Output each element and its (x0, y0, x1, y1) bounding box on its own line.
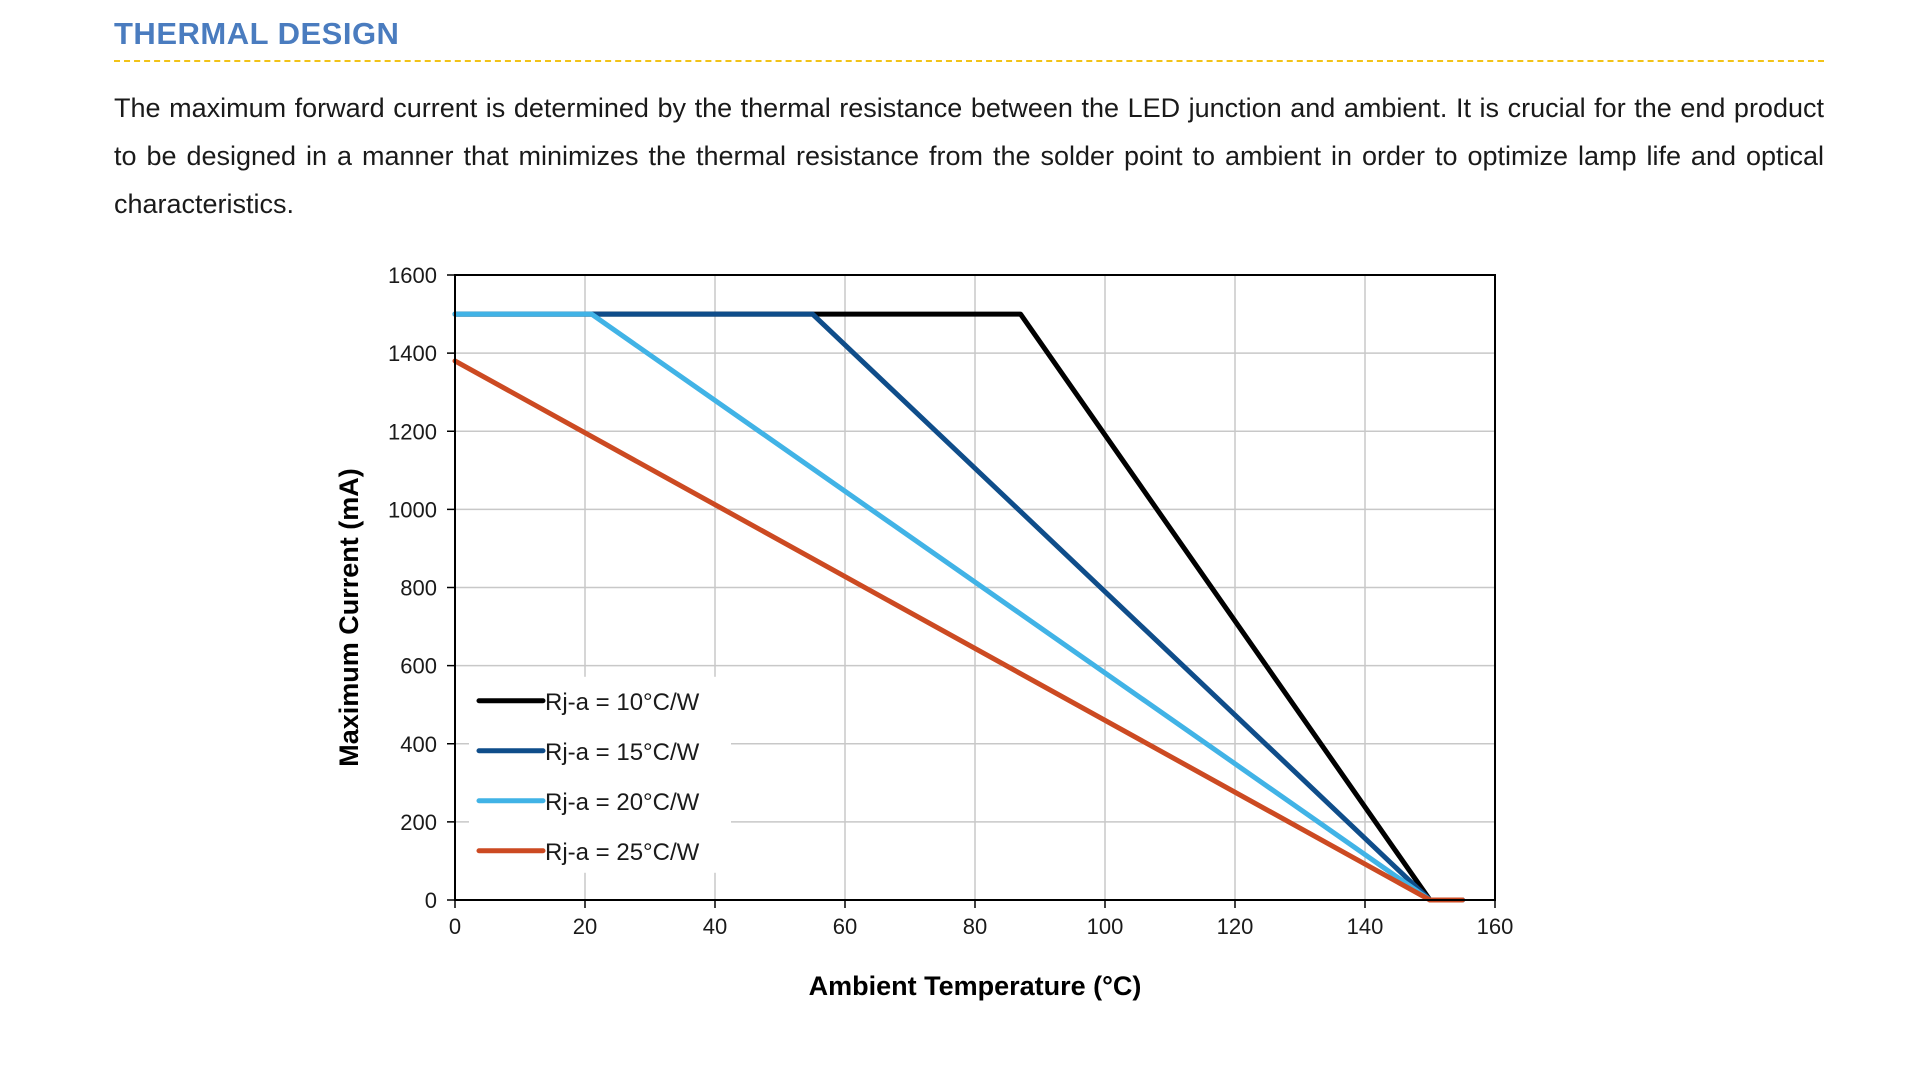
chart-background (300, 250, 1560, 1020)
y-tick-label: 400 (400, 732, 437, 757)
x-tick-label: 80 (963, 914, 987, 939)
x-tick-label: 140 (1347, 914, 1384, 939)
x-tick-label: 100 (1087, 914, 1124, 939)
y-tick-label: 200 (400, 810, 437, 835)
x-tick-label: 20 (573, 914, 597, 939)
y-tick-label: 0 (425, 888, 437, 913)
legend-box (469, 676, 731, 873)
x-tick-label: 60 (833, 914, 857, 939)
legend-label-3: Rj-a = 20°C/W (545, 789, 700, 816)
legend-label-2: Rj-a = 15°C/W (545, 739, 700, 766)
intro-paragraph: The maximum forward current is determine… (114, 93, 1824, 219)
x-tick-label: 120 (1217, 914, 1254, 939)
title-divider (114, 60, 1824, 62)
y-tick-label: 800 (400, 576, 437, 601)
x-tick-label: 160 (1477, 914, 1514, 939)
y-tick-label: 1200 (388, 419, 437, 444)
y-axis-title: Maximum Current (mA) (334, 468, 364, 767)
legend-label-4: Rj-a = 25°C/W (545, 839, 700, 866)
axis-ticks: 0 20 40 60 80 100 120 140 1600200400600800100012… (388, 263, 1513, 939)
legend: Rj-a = 10°C/W Rj-a = 15°C/W Rj-a = 20°C/W R… (469, 676, 731, 873)
y-tick-label: 1600 (388, 263, 437, 288)
y-tick-label: 600 (400, 654, 437, 679)
y-tick-label: 1400 (388, 341, 437, 366)
x-tick-label: 40 (703, 914, 727, 939)
legend-label-1: Rj-a = 10°C/W (545, 689, 700, 716)
thermal-derating-chart: 0 20 40 60 80 100 120 140 1600200400600800100012… (300, 250, 1560, 1020)
x-tick-label: 0 (449, 914, 461, 939)
section-title: THERMAL DESIGN (114, 16, 400, 51)
y-tick-label: 1000 (388, 497, 437, 522)
x-axis-title: Ambient Temperature (°C) (809, 971, 1142, 1001)
